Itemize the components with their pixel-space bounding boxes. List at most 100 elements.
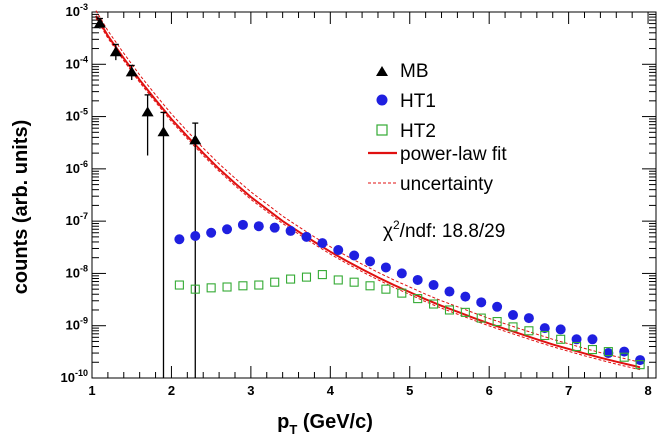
ht1-point <box>492 301 503 312</box>
ht1-point <box>571 334 582 345</box>
legend-label-fit: power-law fit <box>400 144 507 165</box>
ht2-point <box>270 277 280 287</box>
mb-point <box>189 134 202 145</box>
ht1-point <box>237 219 248 230</box>
ht1-point <box>523 313 534 324</box>
y-axis-title: counts (arb. units) <box>10 120 32 294</box>
ht2-point <box>587 345 598 355</box>
ht1-point <box>301 231 312 242</box>
ht1-point <box>349 250 360 261</box>
ht1-point <box>317 238 328 249</box>
ht1-point <box>253 221 264 232</box>
ht1-point <box>333 245 344 256</box>
ht2-point <box>206 283 216 293</box>
ht1-point <box>412 274 423 285</box>
chi2-rest: /ndf: 18.8/29 <box>400 221 506 242</box>
ht1-point <box>380 262 391 273</box>
mb-point <box>109 46 122 57</box>
ht2-point <box>190 284 200 294</box>
y-tick-label: 10-3 <box>66 2 88 19</box>
ht1-point <box>476 297 487 308</box>
legend-marker-ht2 <box>376 124 388 136</box>
legend-label-ht1: HT1 <box>400 91 436 112</box>
legend-marker-mb <box>376 66 388 76</box>
uncertainty-lower-curve <box>95 17 641 371</box>
chi2-annotation: χ2/ndf: 18.8/29 <box>383 218 505 242</box>
ht1-point <box>285 225 296 236</box>
plot-frame <box>91 11 657 379</box>
ht1-point <box>508 310 519 321</box>
y-tick-label: 10-9 <box>66 316 88 333</box>
x-tick-label: 8 <box>644 383 651 398</box>
y-tick-label: 10-6 <box>66 159 88 176</box>
x-tick-label: 7 <box>565 383 572 398</box>
ht1-point <box>190 230 201 241</box>
x-axis-title-main: p <box>277 411 289 433</box>
ht2-point <box>619 352 629 362</box>
legend-marker-ht1 <box>376 94 388 106</box>
ht1-point <box>635 355 646 366</box>
chi2-symbol: χ <box>383 221 393 242</box>
ht2-point <box>508 322 518 332</box>
chi2-sup: 2 <box>393 218 400 232</box>
y-tick-label: 10-4 <box>66 54 88 71</box>
mb-point <box>157 126 170 137</box>
y-tick-label: 10-7 <box>66 211 88 228</box>
ht2-point <box>238 281 248 291</box>
legend: MB HT1 HT2 power-law fit uncertainty <box>368 61 507 195</box>
ht1-point <box>587 334 598 345</box>
ht2-point <box>444 305 455 315</box>
ht1-point <box>619 346 630 357</box>
ht2-point <box>222 282 232 292</box>
ht2-point <box>174 280 184 290</box>
ht1-point <box>555 324 566 335</box>
y-tick-label: 10-5 <box>66 107 88 124</box>
x-tick-label: 5 <box>406 383 413 398</box>
ht1-point <box>206 227 217 238</box>
ht1-point <box>174 234 185 245</box>
ht1-point <box>428 280 439 291</box>
ht2-point <box>349 277 359 287</box>
x-axis-title: pT (GeV/c) <box>277 411 373 437</box>
mb-point <box>125 66 138 77</box>
ht2-point <box>556 334 566 344</box>
ht2-point <box>317 270 327 280</box>
uncertainty-upper-curve <box>95 10 641 363</box>
ht2-point <box>635 360 645 370</box>
ht2-point <box>254 280 264 290</box>
ht1-point <box>460 291 471 302</box>
y-tick-label: 10-8 <box>66 263 88 280</box>
ht2-point <box>397 288 407 298</box>
ht2-point <box>413 294 423 304</box>
ht2-point <box>524 326 534 336</box>
legend-label-mb: MB <box>400 61 429 82</box>
ht2-point <box>333 275 343 285</box>
ht2-point <box>381 284 391 294</box>
ht1-point <box>396 268 407 279</box>
x-axis-title-sub: T <box>289 422 297 437</box>
ht1-point <box>444 286 455 297</box>
x-tick-label: 4 <box>327 383 335 398</box>
x-tick-label: 6 <box>486 383 493 398</box>
ht2-point <box>286 274 296 284</box>
ht1-point <box>269 222 280 233</box>
x-axis-title-rest: (GeV/c) <box>297 411 373 433</box>
ht1-point <box>365 256 376 267</box>
ht1-point <box>539 323 550 334</box>
ht1-point <box>222 224 233 235</box>
ht2-point <box>460 307 470 317</box>
power-law-fit-curve <box>95 15 641 369</box>
ht2-point <box>492 317 502 327</box>
ht2-point <box>540 330 550 341</box>
legend-label-ht2: HT2 <box>400 121 436 142</box>
ht2-point <box>301 272 312 282</box>
x-tick-label: 3 <box>247 383 254 398</box>
ht2-point <box>365 281 375 291</box>
ht2-point <box>429 299 439 309</box>
x-tick-label: 1 <box>88 383 95 398</box>
mb-point <box>93 17 106 28</box>
ht2-point <box>476 313 486 323</box>
ht2-point <box>603 347 613 357</box>
x-tick-label: 2 <box>168 383 175 398</box>
